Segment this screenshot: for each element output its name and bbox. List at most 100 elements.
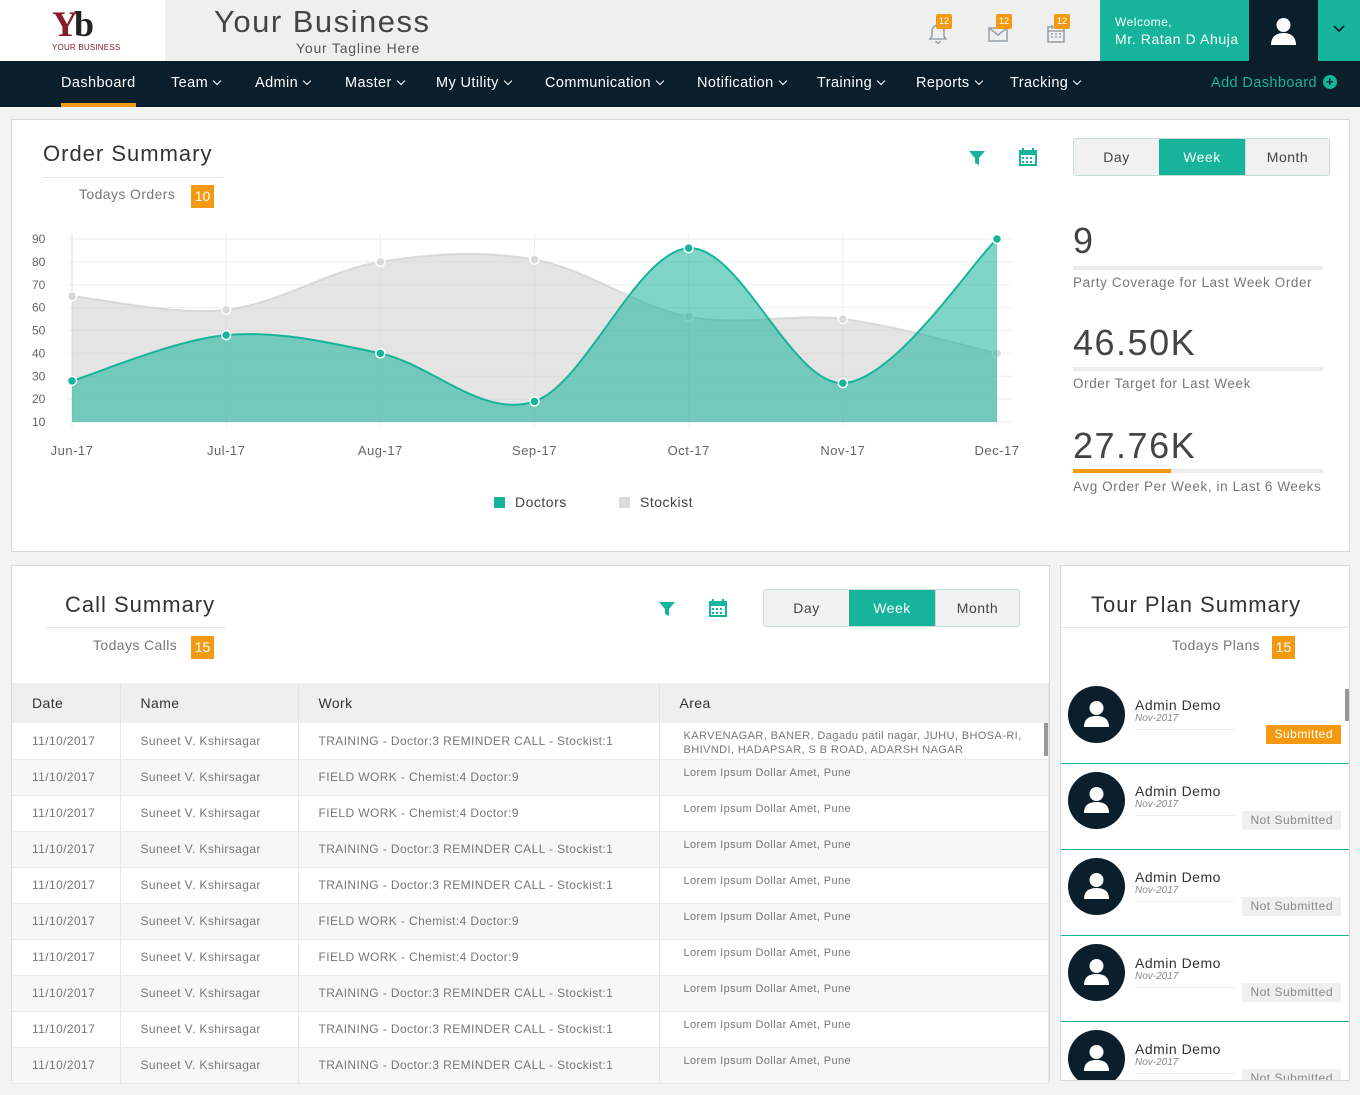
- table-row[interactable]: 11/10/2017 Suneet V. Kshirsagar FIELD WORK…: [12, 795, 1049, 832]
- stat-label: Party Coverage for Last Week Order: [1073, 275, 1313, 290]
- bell-icon[interactable]: 12: [926, 14, 952, 48]
- cell-date: 11/10/2017: [12, 903, 121, 940]
- user-icon: [1084, 787, 1109, 813]
- data-point-doctors: [991, 233, 1003, 245]
- nav-communication[interactable]: Communication: [545, 61, 665, 107]
- welcome-box: Welcome, Mr. Ratan D Ahuja: [1100, 0, 1249, 61]
- todays-plans-badge: 15: [1272, 636, 1295, 659]
- chevron-down-icon: [1073, 76, 1082, 86]
- nav-dashboard[interactable]: Dashboard: [61, 61, 136, 107]
- x-tick-label: Aug-17: [358, 443, 403, 458]
- table-row[interactable]: 11/10/2017 Suneet V. Kshirsagar TRAINING -…: [12, 975, 1049, 1012]
- column-header-work[interactable]: Work: [298, 683, 660, 723]
- title-divider: [45, 627, 225, 628]
- period-day-button[interactable]: Day: [1103, 149, 1130, 165]
- tour-plan-item[interactable]: Admin Demo Nov-2017 Not Submitted: [1061, 852, 1349, 936]
- status-badge: Not Submitted: [1242, 897, 1341, 916]
- nav-admin[interactable]: Admin: [255, 61, 312, 107]
- calendar-count-badge: 12: [1054, 14, 1070, 29]
- tour-plan-item[interactable]: Admin Demo Nov-2017 Submitted: [1061, 680, 1349, 764]
- cell-work: FIELD WORK - Chemist:4 Doctor:9: [298, 903, 660, 940]
- cell-name: Suneet V. Kshirsagar: [120, 975, 299, 1012]
- tour-date: Nov-2017: [1135, 799, 1179, 810]
- table-row[interactable]: 11/10/2017 Suneet V. Kshirsagar TRAINING -…: [12, 867, 1049, 904]
- nav-training[interactable]: Training: [817, 61, 886, 107]
- stat-value: 9: [1073, 220, 1095, 261]
- tour-plan-item[interactable]: Admin Demo Nov-2017 Not Submitted: [1061, 766, 1349, 850]
- calendar-icon[interactable]: 12: [1044, 14, 1070, 48]
- nav-notification[interactable]: Notification: [697, 61, 787, 107]
- nav-tracking[interactable]: Tracking: [1010, 61, 1082, 107]
- panel-title: Call Summary: [65, 592, 216, 617]
- nav-master[interactable]: Master: [345, 61, 405, 107]
- period-week-button[interactable]: Week: [1159, 139, 1245, 175]
- series-area-doctors: [72, 239, 997, 422]
- cell-work: FIELD WORK - Chemist:4 Doctor:9: [298, 795, 660, 832]
- cell-work: TRAINING - Doctor:3 REMINDER CALL - Stoc…: [298, 723, 660, 760]
- tour-plan-item[interactable]: Admin Demo Nov-2017 Not Submitted: [1061, 938, 1349, 1022]
- y-tick-label: 70: [32, 278, 46, 292]
- period-day-button[interactable]: Day: [793, 600, 820, 616]
- period-month-button[interactable]: Month: [935, 590, 1019, 626]
- data-point-stockist: [220, 304, 232, 316]
- cell-area: Lorem Ipsum Dollar Amet, Pune: [659, 831, 1049, 868]
- data-point-doctors: [529, 396, 540, 407]
- cell-date: 11/10/2017: [12, 795, 121, 832]
- table-row[interactable]: 11/10/2017 Suneet V. Kshirsagar FIELD WORK…: [12, 939, 1049, 976]
- table-row[interactable]: 11/10/2017 Suneet V. Kshirsagar TRAINING -…: [12, 1047, 1049, 1084]
- nav-label: Admin: [255, 75, 299, 91]
- filter-icon[interactable]: [967, 148, 987, 173]
- cell-date: 11/10/2017: [12, 939, 121, 976]
- welcome-label: Welcome,: [1115, 15, 1173, 29]
- y-tick-label: 40: [32, 346, 46, 360]
- logo[interactable]: Yb YOUR BUSINESS: [0, 0, 165, 61]
- envelope-icon[interactable]: 12: [986, 14, 1012, 48]
- column-header-name[interactable]: Name: [120, 683, 299, 723]
- x-tick-label: Jun-17: [51, 443, 94, 458]
- title-divider: [43, 177, 223, 178]
- filter-icon[interactable]: [657, 599, 677, 624]
- status-badge: Submitted: [1266, 725, 1341, 744]
- chevron-down-icon: [396, 76, 405, 86]
- table-row[interactable]: 11/10/2017 Suneet V. Kshirsagar TRAINING -…: [12, 1011, 1049, 1048]
- legend-swatch: [494, 497, 505, 508]
- tour-scrollbar[interactable]: [1345, 689, 1349, 721]
- user-icon: [1084, 1045, 1109, 1071]
- calendar-icon[interactable]: [707, 597, 729, 624]
- cell-name: Suneet V. Kshirsagar: [120, 723, 299, 760]
- y-tick-label: 60: [32, 301, 46, 315]
- column-header-area[interactable]: Area: [659, 683, 1049, 723]
- cell-area: Lorem Ipsum Dollar Amet, Pune: [659, 903, 1049, 940]
- order-chart: 90 80 70 60 50 40 30 20 10 Jun-17 Jul-17 Aug-17 Sep-…: [32, 232, 1019, 510]
- nav-label: Notification: [697, 75, 774, 91]
- todays-plans-label: Todays Plans: [1172, 637, 1261, 653]
- column-header-date[interactable]: Date: [12, 683, 121, 723]
- tour-user-name: Admin Demo: [1135, 1041, 1221, 1057]
- period-week-button[interactable]: Week: [849, 590, 935, 626]
- table-row[interactable]: 11/10/2017 Suneet V. Kshirsagar FIELD WORK…: [12, 903, 1049, 940]
- chevron-down-icon: [778, 76, 787, 86]
- tour-plan-item[interactable]: Admin Demo Nov-2017 Not Submitted: [1061, 1024, 1349, 1080]
- divider: [1135, 901, 1235, 902]
- x-tick-label: Oct-17: [668, 443, 710, 458]
- panel-title: Tour Plan Summary: [1091, 592, 1302, 617]
- nav-reports[interactable]: Reports: [916, 61, 983, 107]
- logo-text: YOUR BUSINESS: [52, 43, 121, 52]
- cell-name: Suneet V. Kshirsagar: [120, 1047, 299, 1084]
- cell-area: Lorem Ipsum Dollar Amet, Pune: [659, 759, 1049, 796]
- divider: [1135, 1073, 1235, 1074]
- period-month-button[interactable]: Month: [1245, 139, 1329, 175]
- table-row[interactable]: 11/10/2017 Suneet V. Kshirsagar FIELD WORK…: [12, 759, 1049, 796]
- cell-area: Lorem Ipsum Dollar Amet, Pune: [659, 795, 1049, 832]
- nav-team[interactable]: Team: [171, 61, 222, 107]
- nav-my-utility[interactable]: My Utility: [436, 61, 513, 107]
- user-avatar[interactable]: [1249, 0, 1318, 61]
- cell-name: Suneet V. Kshirsagar: [120, 831, 299, 868]
- stat-progress-bar: [1073, 367, 1323, 371]
- calendar-icon[interactable]: [1017, 146, 1039, 173]
- user-menu-toggle[interactable]: [1318, 0, 1360, 61]
- add-dashboard-button[interactable]: Add Dashboard +: [1211, 61, 1337, 105]
- table-row[interactable]: 11/10/2017 Suneet V. Kshirsagar TRAINING -…: [12, 831, 1049, 868]
- table-row[interactable]: 11/10/2017 Suneet V. Kshirsagar TRAINING -…: [12, 723, 1049, 760]
- y-tick-label: 20: [32, 392, 46, 406]
